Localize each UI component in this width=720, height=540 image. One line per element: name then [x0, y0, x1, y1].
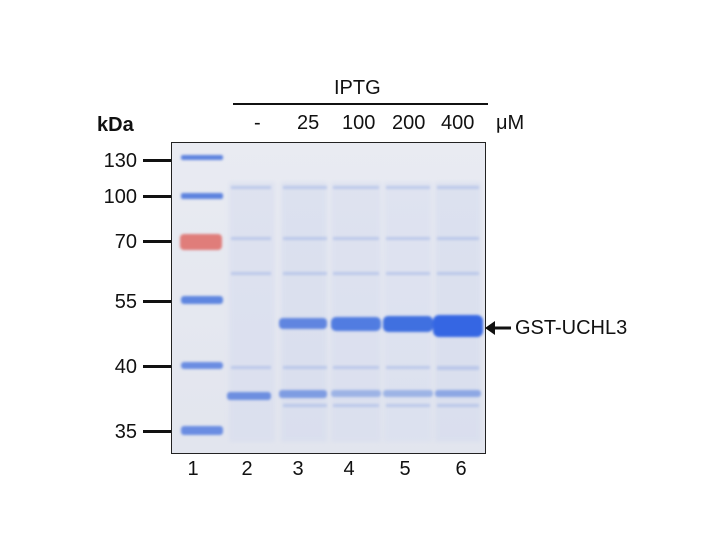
ladder-band-40	[181, 362, 223, 369]
target-band-lane-4	[331, 317, 381, 331]
lane-number-1: 1	[187, 458, 199, 480]
target-band-lane-3	[279, 318, 327, 329]
marker-tick-40	[143, 365, 173, 368]
target-protein-label: GST-UCHL3	[515, 317, 628, 339]
ladder-band-35	[181, 426, 223, 435]
marker-label-130: 130	[103, 150, 137, 172]
faint-bands	[231, 186, 479, 407]
marker-label-35: 35	[114, 421, 137, 443]
marker-tick-70	[143, 240, 173, 243]
marker-tick-55	[143, 300, 173, 303]
marker-label-55: 55	[114, 291, 137, 313]
gel-background	[171, 142, 486, 454]
target-bands	[279, 315, 483, 337]
lane-number-3: 3	[292, 458, 304, 480]
iptg-underline	[233, 103, 488, 105]
ladder-band-70	[180, 234, 222, 250]
gel-image	[171, 142, 486, 454]
ladder-lane	[180, 155, 223, 435]
lane-number-4: 4	[343, 458, 355, 480]
lane-number-2: 2	[241, 458, 253, 480]
lane-number-6: 6	[455, 458, 467, 480]
lower-band-lane-3	[279, 390, 327, 398]
marker-label-40: 40	[114, 356, 137, 378]
lane-smears	[229, 182, 481, 442]
target-band-lane-5	[383, 316, 433, 332]
marker-tick-130	[143, 159, 173, 162]
marker-tick-100	[143, 195, 173, 198]
iptg-conc-100: 100	[342, 112, 376, 134]
gel-border	[171, 142, 486, 454]
lower-bands	[227, 390, 481, 400]
iptg-conc-200: 200	[392, 112, 426, 134]
ladder-band-130	[181, 155, 223, 160]
ladder-band-100	[181, 193, 223, 199]
iptg-title: IPTG	[334, 77, 381, 99]
lower-band-lane-2	[227, 392, 271, 400]
iptg-conc-25: 25	[297, 112, 320, 134]
lower-band-lane-4	[331, 390, 381, 397]
marker-label-70: 70	[114, 231, 137, 253]
target-band-lane-6	[433, 315, 483, 337]
iptg-unit-label: μM	[496, 112, 525, 134]
lower-band-lane-6	[435, 390, 481, 397]
iptg-conc-none: -	[254, 112, 261, 134]
ladder-band-55	[181, 296, 223, 304]
lower-band-lane-5	[383, 390, 433, 397]
left-arrow-icon	[485, 321, 511, 335]
lane-number-5: 5	[399, 458, 411, 480]
kda-axis-title: kDa	[97, 114, 134, 136]
iptg-conc-400: 400	[441, 112, 475, 134]
marker-label-100: 100	[103, 186, 137, 208]
marker-tick-35	[143, 430, 173, 433]
